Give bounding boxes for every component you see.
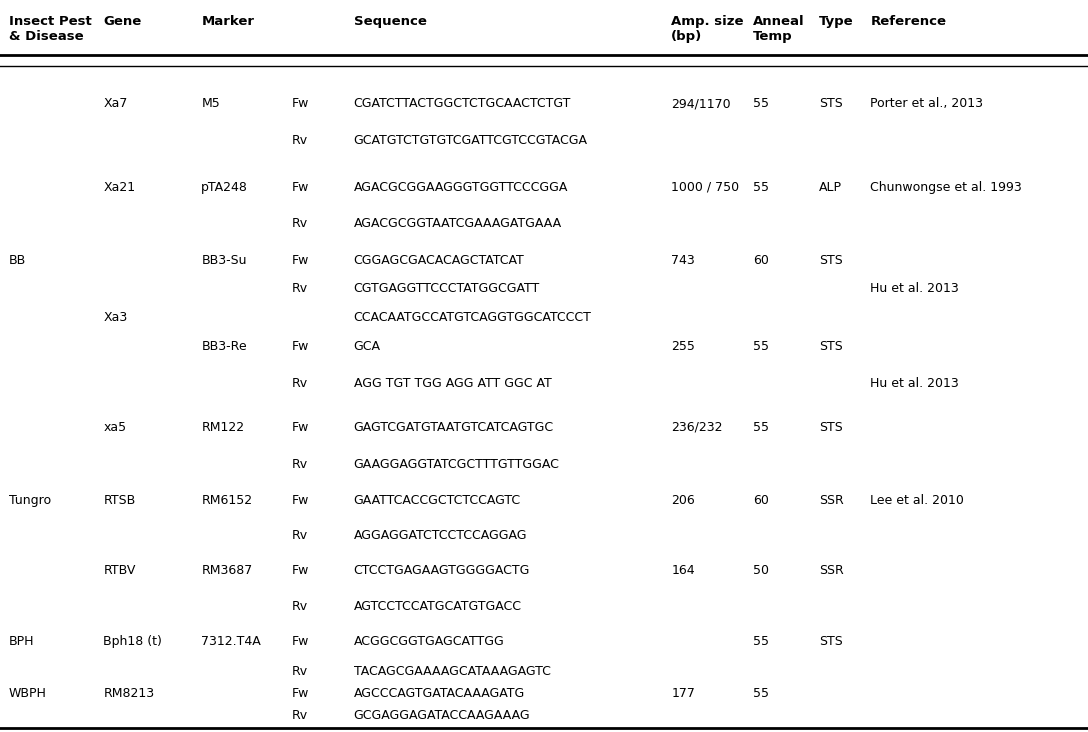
Text: Hu et al. 2013: Hu et al. 2013 xyxy=(870,282,960,295)
Text: RM6152: RM6152 xyxy=(201,494,252,507)
Text: Sequence: Sequence xyxy=(354,15,426,28)
Text: CGATCTTACTGGCTCTGCAACTCTGT: CGATCTTACTGGCTCTGCAACTCTGT xyxy=(354,97,571,111)
Text: Fw: Fw xyxy=(292,687,309,701)
Text: 164: 164 xyxy=(671,564,695,578)
Text: CGTGAGGTTCCCTATGGCGATT: CGTGAGGTTCCCTATGGCGATT xyxy=(354,282,540,295)
Text: Rv: Rv xyxy=(292,377,308,390)
Text: Bph18 (t): Bph18 (t) xyxy=(103,635,162,648)
Text: RM8213: RM8213 xyxy=(103,687,154,701)
Text: 50: 50 xyxy=(753,564,769,578)
Text: Amp. size
(bp): Amp. size (bp) xyxy=(671,15,744,42)
Text: Rv: Rv xyxy=(292,217,308,231)
Text: Hu et al. 2013: Hu et al. 2013 xyxy=(870,377,960,390)
Text: 55: 55 xyxy=(753,181,769,194)
Text: 55: 55 xyxy=(753,687,769,701)
Text: 60: 60 xyxy=(753,494,769,507)
Text: 1000 / 750: 1000 / 750 xyxy=(671,181,740,194)
Text: STS: STS xyxy=(819,421,843,434)
Text: CTCCTGAGAAGTGGGGACTG: CTCCTGAGAAGTGGGGACTG xyxy=(354,564,530,578)
Text: GCATGTCTGTGTCGATTCGTCCGTACGA: GCATGTCTGTGTCGATTCGTCCGTACGA xyxy=(354,134,588,147)
Text: Rv: Rv xyxy=(292,709,308,722)
Text: Rv: Rv xyxy=(292,600,308,613)
Text: GAGTCGATGTAATGTCATCAGTGC: GAGTCGATGTAATGTCATCAGTGC xyxy=(354,421,554,434)
Text: Fw: Fw xyxy=(292,564,309,578)
Text: 294/1170: 294/1170 xyxy=(671,97,731,111)
Text: ACGGCGGTGAGCATTGG: ACGGCGGTGAGCATTGG xyxy=(354,635,505,648)
Text: BB: BB xyxy=(9,254,26,267)
Text: GAATTCACCGCTCTCCAGTC: GAATTCACCGCTCTCCAGTC xyxy=(354,494,521,507)
Text: STS: STS xyxy=(819,254,843,267)
Text: STS: STS xyxy=(819,97,843,111)
Text: AGACGCGGTAATCGAAAGATGAAA: AGACGCGGTAATCGAAAGATGAAA xyxy=(354,217,561,231)
Text: Porter et al., 2013: Porter et al., 2013 xyxy=(870,97,984,111)
Text: 7312.T4A: 7312.T4A xyxy=(201,635,261,648)
Text: Gene: Gene xyxy=(103,15,141,28)
Text: STS: STS xyxy=(819,635,843,648)
Text: GAAGGAGGTATCGCTTTGTTGGAC: GAAGGAGGTATCGCTTTGTTGGAC xyxy=(354,458,559,471)
Text: Fw: Fw xyxy=(292,421,309,434)
Text: Reference: Reference xyxy=(870,15,947,28)
Text: GCA: GCA xyxy=(354,340,381,354)
Text: M5: M5 xyxy=(201,97,220,111)
Text: Fw: Fw xyxy=(292,254,309,267)
Text: AGTCCTCCATGCATGTGACC: AGTCCTCCATGCATGTGACC xyxy=(354,600,521,613)
Text: Xa21: Xa21 xyxy=(103,181,136,194)
Text: AGG TGT TGG AGG ATT GGC AT: AGG TGT TGG AGG ATT GGC AT xyxy=(354,377,552,390)
Text: ALP: ALP xyxy=(819,181,842,194)
Text: TACAGCGAAAAGCATAAAGAGTC: TACAGCGAAAAGCATAAAGAGTC xyxy=(354,665,551,679)
Text: AGCCCAGTGATACAAAGATG: AGCCCAGTGATACAAAGATG xyxy=(354,687,524,701)
Text: Fw: Fw xyxy=(292,97,309,111)
Text: Lee et al. 2010: Lee et al. 2010 xyxy=(870,494,964,507)
Text: 743: 743 xyxy=(671,254,695,267)
Text: Tungro: Tungro xyxy=(9,494,51,507)
Text: BPH: BPH xyxy=(9,635,34,648)
Text: RM122: RM122 xyxy=(201,421,245,434)
Text: Xa3: Xa3 xyxy=(103,311,127,324)
Text: RTSB: RTSB xyxy=(103,494,136,507)
Text: 255: 255 xyxy=(671,340,695,354)
Text: STS: STS xyxy=(819,340,843,354)
Text: 206: 206 xyxy=(671,494,695,507)
Text: RTBV: RTBV xyxy=(103,564,136,578)
Text: Rv: Rv xyxy=(292,458,308,471)
Text: RM3687: RM3687 xyxy=(201,564,252,578)
Text: Chunwongse et al. 1993: Chunwongse et al. 1993 xyxy=(870,181,1022,194)
Text: 60: 60 xyxy=(753,254,769,267)
Text: Fw: Fw xyxy=(292,494,309,507)
Text: BB3-Su: BB3-Su xyxy=(201,254,247,267)
Text: Fw: Fw xyxy=(292,635,309,648)
Text: AGACGCGGAAGGGTGGTTCCCGGA: AGACGCGGAAGGGTGGTTCCCGGA xyxy=(354,181,568,194)
Text: Marker: Marker xyxy=(201,15,255,28)
Text: Rv: Rv xyxy=(292,134,308,147)
Text: Xa7: Xa7 xyxy=(103,97,127,111)
Text: WBPH: WBPH xyxy=(9,687,47,701)
Text: 236/232: 236/232 xyxy=(671,421,722,434)
Text: Rv: Rv xyxy=(292,665,308,679)
Text: pTA248: pTA248 xyxy=(201,181,248,194)
Text: xa5: xa5 xyxy=(103,421,126,434)
Text: AGGAGGATCTCCTCCAGGAG: AGGAGGATCTCCTCCAGGAG xyxy=(354,529,527,542)
Text: Fw: Fw xyxy=(292,340,309,354)
Text: 55: 55 xyxy=(753,97,769,111)
Text: Fw: Fw xyxy=(292,181,309,194)
Text: CCACAATGCCATGTCAGGTGGCATCCCT: CCACAATGCCATGTCAGGTGGCATCCCT xyxy=(354,311,592,324)
Text: SSR: SSR xyxy=(819,564,844,578)
Text: 177: 177 xyxy=(671,687,695,701)
Text: 55: 55 xyxy=(753,340,769,354)
Text: Rv: Rv xyxy=(292,282,308,295)
Text: 55: 55 xyxy=(753,635,769,648)
Text: CGGAGCGACACAGCTATCAT: CGGAGCGACACAGCTATCAT xyxy=(354,254,524,267)
Text: BB3-Re: BB3-Re xyxy=(201,340,247,354)
Text: Type: Type xyxy=(819,15,854,28)
Text: 55: 55 xyxy=(753,421,769,434)
Text: Anneal
Temp: Anneal Temp xyxy=(753,15,804,42)
Text: SSR: SSR xyxy=(819,494,844,507)
Text: Insect Pest
& Disease: Insect Pest & Disease xyxy=(9,15,91,42)
Text: GCGAGGAGATACCAAGAAAG: GCGAGGAGATACCAAGAAAG xyxy=(354,709,530,722)
Text: Rv: Rv xyxy=(292,529,308,542)
